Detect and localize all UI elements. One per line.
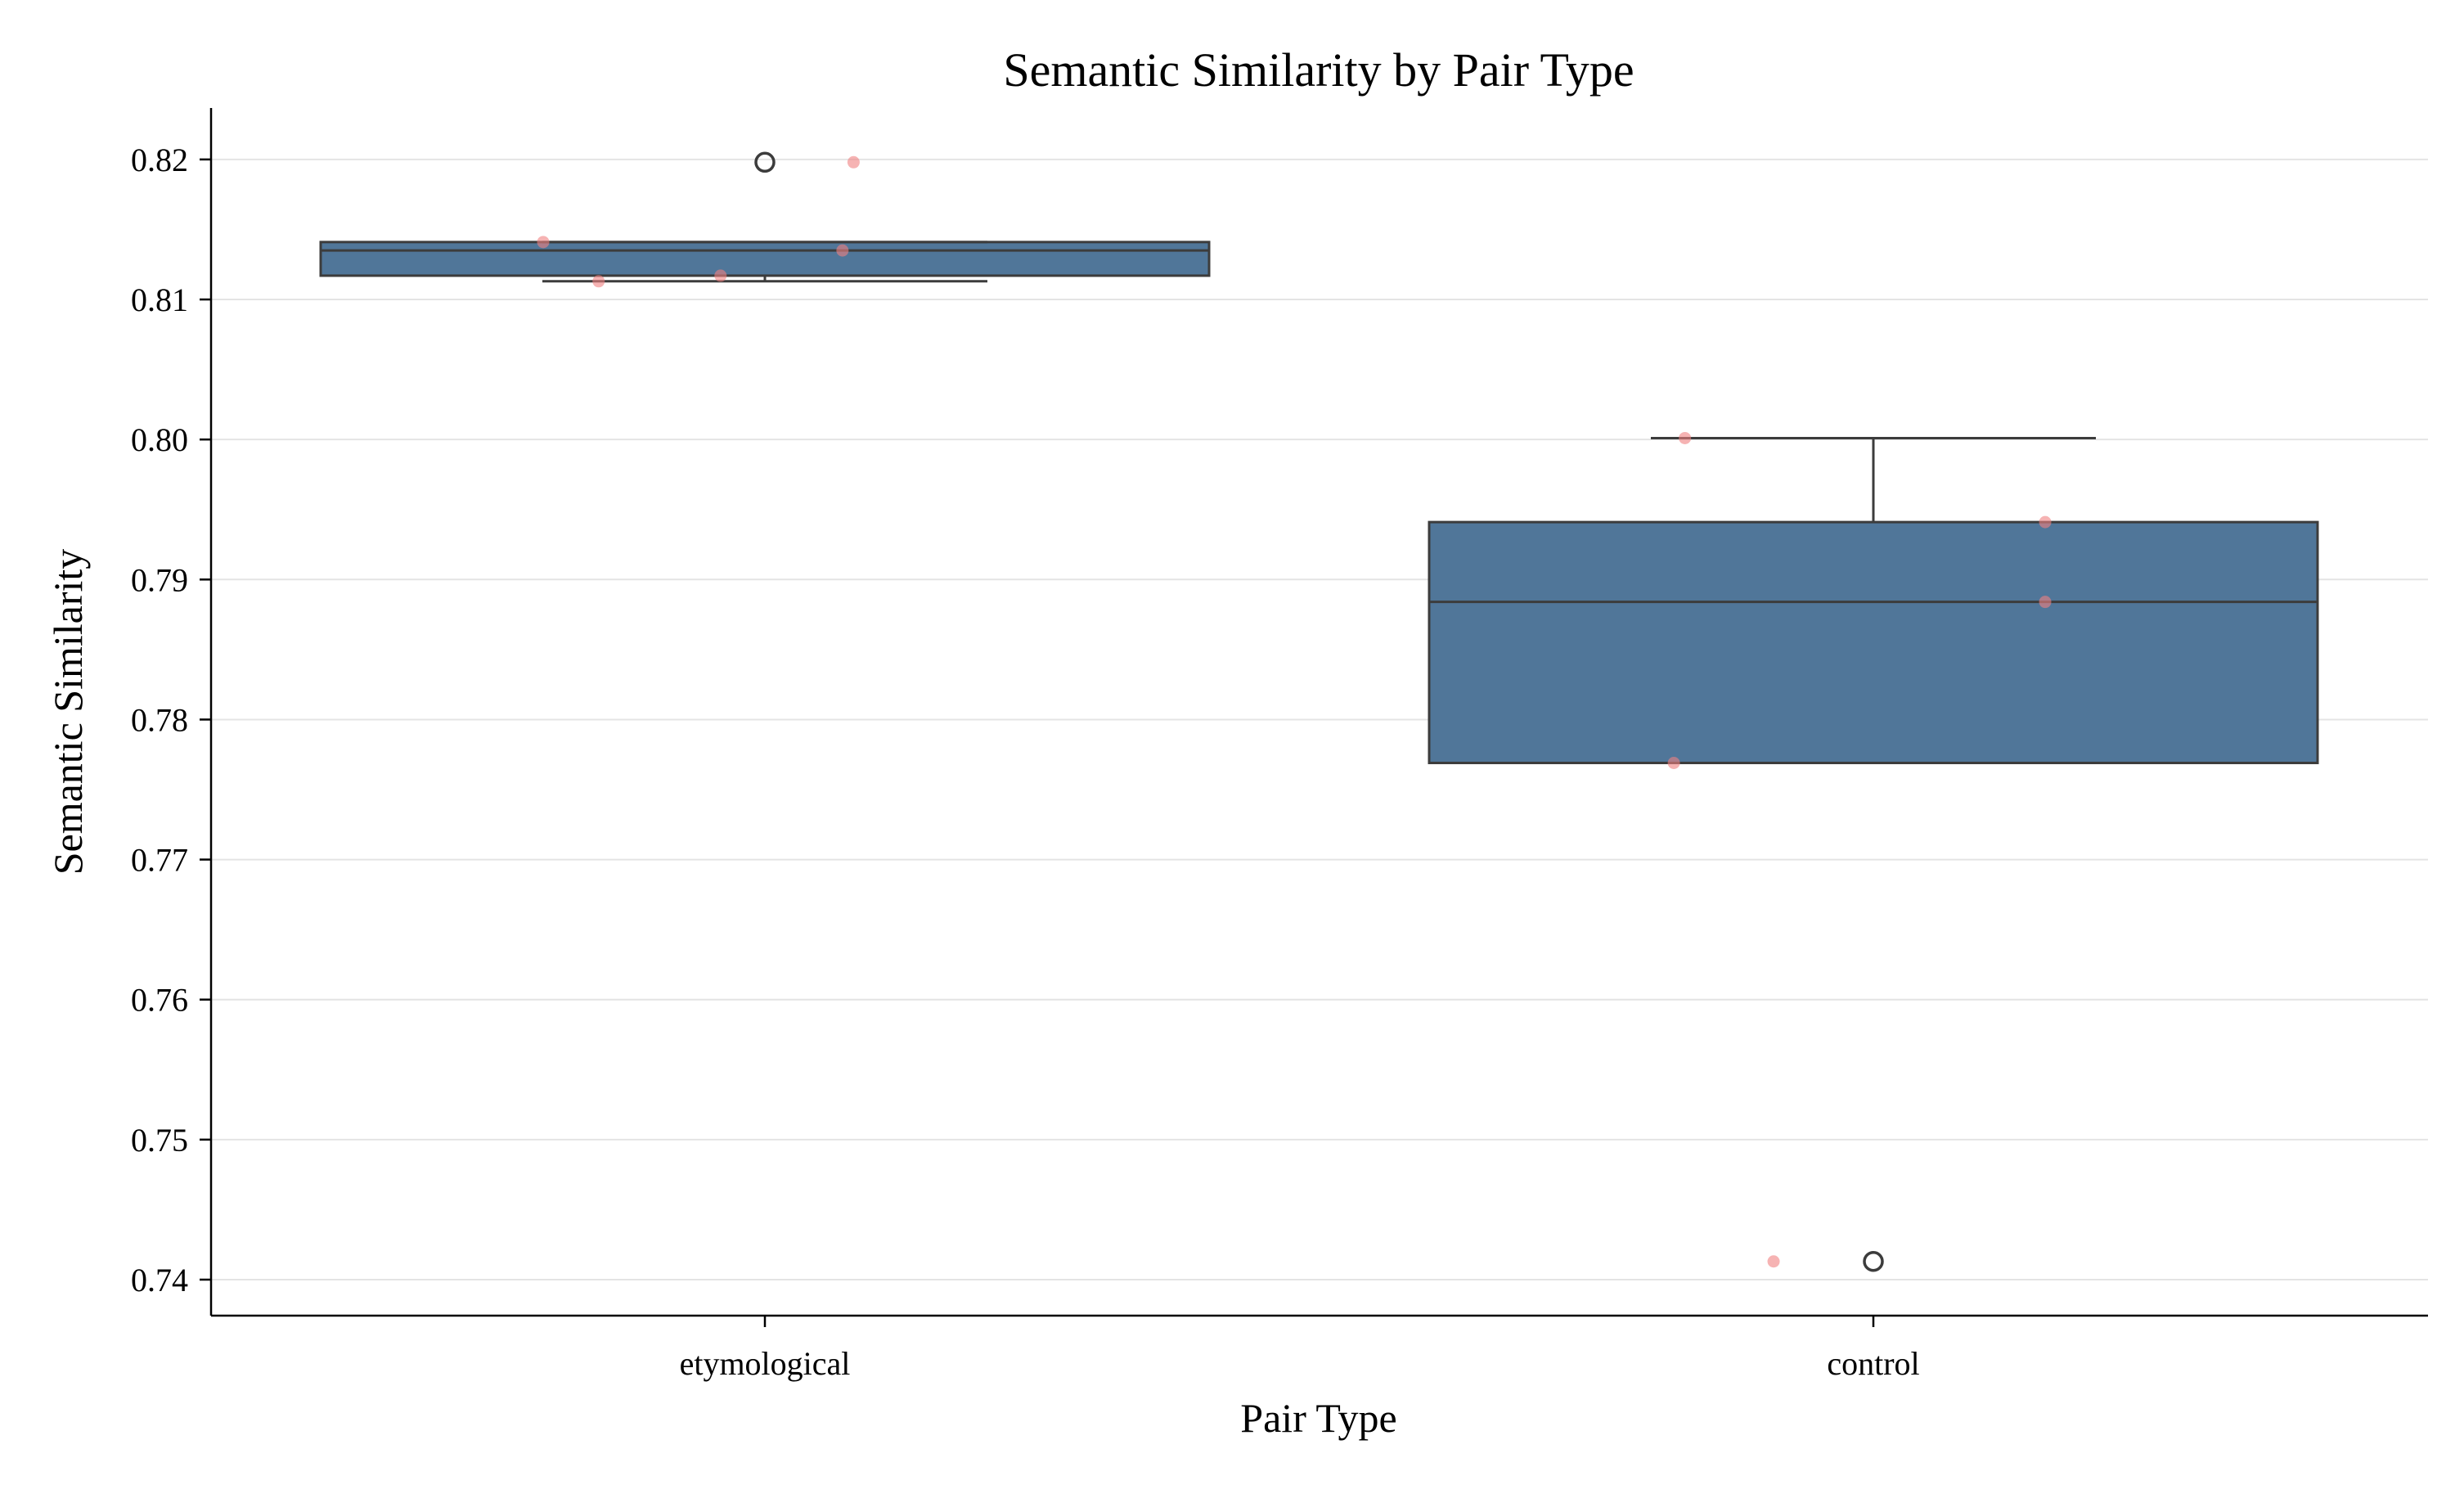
outlier-marker xyxy=(1863,1251,1884,1272)
y-tick-label: 0.75 xyxy=(131,1122,188,1159)
x-tick-label-control: control xyxy=(1827,1345,1919,1382)
y-axis-label: Semantic Similarity xyxy=(45,549,91,875)
data-point xyxy=(836,244,849,257)
y-tick-label: 0.78 xyxy=(131,701,188,738)
y-axis-ticks: 0.74 0.75 0.76 0.77 0.78 0.79 0.80 0.81 0.82 xyxy=(131,142,211,1298)
x-tick-label-etymological: etymological xyxy=(680,1345,851,1382)
data-point xyxy=(1679,431,1692,444)
x-axis-ticks: etymological control xyxy=(680,1316,1920,1382)
boxes-layer xyxy=(319,151,2319,1272)
x-axis-label: Pair Type xyxy=(1240,1395,1396,1441)
box-iqr xyxy=(1428,520,2319,764)
y-tick-label: 0.82 xyxy=(131,142,188,178)
data-point xyxy=(2039,596,2052,609)
y-tick-label: 0.81 xyxy=(131,281,188,318)
data-point xyxy=(1767,1255,1780,1268)
y-tick-label: 0.76 xyxy=(131,982,188,1019)
data-point xyxy=(537,236,550,249)
y-tick-label: 0.74 xyxy=(131,1262,188,1298)
outlier-marker xyxy=(754,151,776,173)
data-point xyxy=(592,275,605,288)
y-tick-label: 0.79 xyxy=(131,561,188,598)
data-point xyxy=(714,269,727,282)
data-point xyxy=(2039,515,2052,529)
y-tick-label: 0.77 xyxy=(131,842,188,879)
box-iqr xyxy=(319,241,1211,277)
box-group-control xyxy=(1428,436,2319,1272)
points-layer xyxy=(537,155,2052,1268)
y-tick-label: 0.80 xyxy=(131,421,188,458)
box-group-etymological xyxy=(319,151,1211,283)
grid-lines xyxy=(211,158,2428,1280)
data-point xyxy=(1667,756,1680,769)
chart-title: Semantic Similarity by Pair Type xyxy=(1003,43,1634,97)
data-point xyxy=(847,155,860,169)
